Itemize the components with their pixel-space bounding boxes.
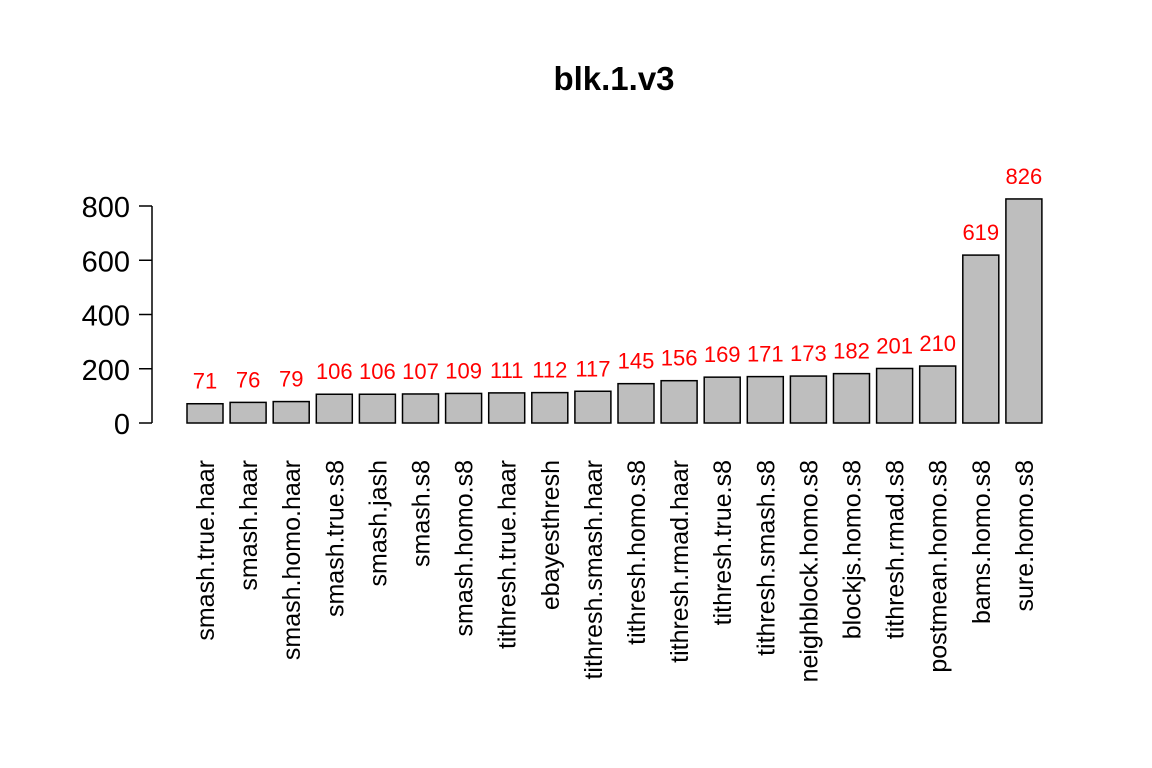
bar <box>746 375 785 424</box>
x-category-label: blockjs.homo.s8 <box>839 460 867 639</box>
bar <box>531 391 569 424</box>
bar <box>186 402 224 424</box>
bar <box>1005 198 1043 424</box>
x-category-label: tithresh.smash.haar <box>580 460 608 680</box>
y-tick-label: 800 <box>82 192 130 224</box>
bar <box>358 393 397 424</box>
bar-value-label: 619 <box>962 220 999 245</box>
x-labels-group: smash.true.haar smash.haar smash.homo.haar… <box>192 460 1039 682</box>
x-category-label: tithresh.homo.s8 <box>623 460 651 645</box>
x-category-label: postmean.homo.s8 <box>925 460 953 673</box>
bar-value-label: 156 <box>661 346 698 371</box>
bar <box>875 367 914 424</box>
bar <box>617 382 655 424</box>
x-category-label: ebayesthresh <box>537 460 565 610</box>
x-category-label: sure.homo.s8 <box>1011 460 1039 611</box>
y-tick-label: 200 <box>82 355 130 387</box>
bar-value-label: 201 <box>876 333 913 358</box>
bar-labels-group: 71 76 79 106 106 107 109 111 112 117 145 156 169 171 1… <box>193 164 1043 394</box>
bar-value-label: 109 <box>445 358 482 383</box>
bar <box>832 372 871 424</box>
y-axis: 0 200 400 600 800 <box>82 192 153 441</box>
bar-value-label: 826 <box>1006 164 1043 189</box>
x-category-label: tithresh.rmad.s8 <box>882 460 910 639</box>
bar-value-label: 106 <box>316 359 353 384</box>
x-category-label: smash.true.haar <box>192 460 220 641</box>
chart-title: blk.1.v3 <box>553 60 674 97</box>
x-category-label: smash.true.s8 <box>321 460 349 617</box>
bar-value-label: 111 <box>490 358 523 383</box>
bar-value-label: 106 <box>359 359 396 384</box>
bar <box>660 379 698 424</box>
bar-value-label: 171 <box>747 342 784 367</box>
bar-value-label: 145 <box>618 349 655 374</box>
x-category-label: smash.s8 <box>408 460 436 567</box>
bar-value-label: 76 <box>236 367 260 392</box>
bar <box>918 365 957 424</box>
bar <box>272 400 310 424</box>
bar <box>229 401 267 424</box>
bar <box>315 393 354 424</box>
x-category-label: smash.haar <box>235 460 263 591</box>
bar <box>487 392 526 424</box>
bar <box>962 254 1000 424</box>
bar-value-label: 71 <box>193 369 217 394</box>
x-category-label: bams.homo.s8 <box>968 460 996 624</box>
x-category-label: smash.jash <box>364 460 392 586</box>
y-tick-label: 400 <box>82 301 130 333</box>
bar-value-label: 117 <box>575 356 610 381</box>
bar-value-label: 210 <box>919 331 956 356</box>
y-tick-label: 0 <box>114 409 130 441</box>
bar <box>574 390 612 424</box>
x-category-label: tithresh.true.s8 <box>709 460 737 625</box>
x-category-label: tithresh.true.haar <box>494 460 522 649</box>
bar-value-label: 182 <box>833 339 870 364</box>
bar <box>401 393 440 424</box>
y-tick-label: 600 <box>82 246 130 278</box>
bar <box>444 392 483 424</box>
x-category-label: tithresh.rmad.haar <box>666 460 694 663</box>
bar <box>789 375 828 424</box>
bars-group <box>186 198 1043 424</box>
x-category-label: smash.homo.haar <box>278 460 306 660</box>
bar <box>703 376 741 424</box>
bar-value-label: 173 <box>790 341 827 366</box>
x-category-label: smash.homo.s8 <box>451 460 479 636</box>
x-category-label: neighblock.homo.s8 <box>795 460 823 682</box>
bar-value-label: 79 <box>279 367 303 392</box>
x-category-label: tithresh.smash.s8 <box>752 460 780 656</box>
bar-value-label: 169 <box>704 342 741 367</box>
bar-value-label: 107 <box>402 359 439 384</box>
bar-value-label: 112 <box>532 358 567 383</box>
